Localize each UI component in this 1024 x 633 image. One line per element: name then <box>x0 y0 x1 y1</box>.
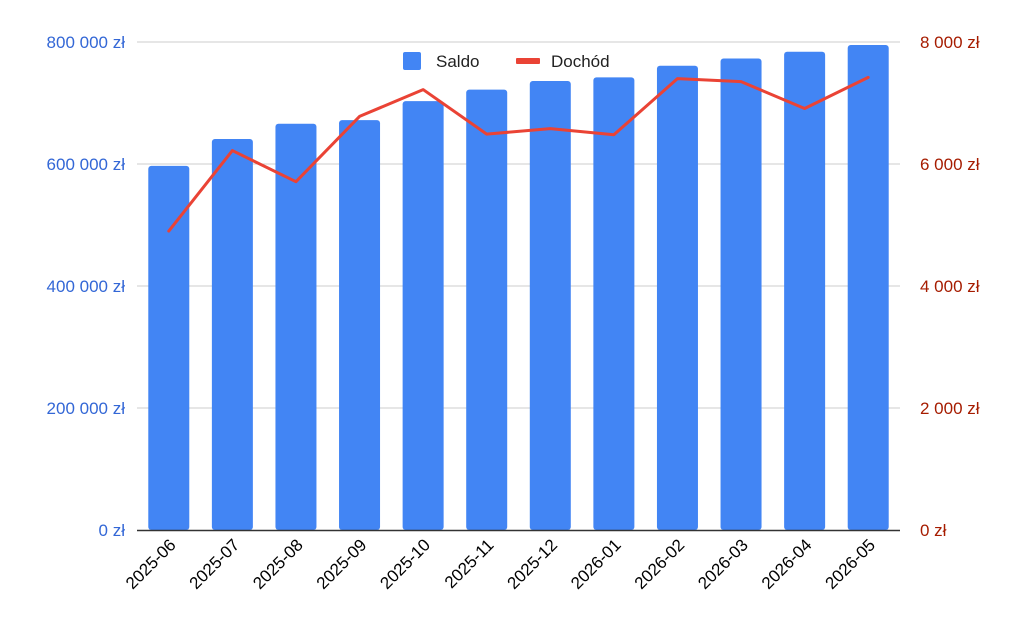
left-tick-label: 600 000 zł <box>47 155 126 174</box>
legend-swatch-dochod <box>516 58 540 64</box>
left-axis-tick-labels: 0 zł 200 000 zł 400 000 zł 600 000 zł 800 00… <box>47 33 126 540</box>
point-dochod-2025-07 <box>231 150 233 152</box>
right-tick-label: 8 000 zł <box>920 33 980 52</box>
left-tick-label: 400 000 zł <box>47 277 126 296</box>
x-tick-label: 2026-05 <box>821 535 879 593</box>
right-axis-tick-labels: 0 zł 2 000 zł 4 000 zł 6 000 zł 8 000 zł <box>920 33 980 540</box>
x-tick-label: 2025-09 <box>313 535 371 593</box>
point-dochod-2026-01 <box>613 134 615 136</box>
bar-saldo-2025-11 <box>466 89 508 530</box>
point-dochod-2025-06 <box>168 230 170 232</box>
point-dochod-2025-10 <box>422 89 424 91</box>
left-tick-label: 200 000 zł <box>47 399 126 418</box>
point-dochod-2026-04 <box>804 107 806 109</box>
point-dochod-2025-12 <box>549 128 551 130</box>
bar-series-saldo <box>148 45 889 531</box>
left-tick-label: 800 000 zł <box>47 33 126 52</box>
x-tick-label: 2025-08 <box>249 535 307 593</box>
x-tick-label: 2026-03 <box>694 535 752 593</box>
point-dochod-2025-09 <box>359 115 361 117</box>
bar-saldo-2026-05 <box>847 45 889 531</box>
bar-saldo-2025-10 <box>402 101 444 531</box>
bar-saldo-2026-04 <box>784 51 826 530</box>
x-tick-label: 2026-01 <box>567 535 625 593</box>
bar-saldo-2025-12 <box>529 81 571 530</box>
bar-saldo-2026-01 <box>593 77 635 530</box>
x-tick-label: 2026-04 <box>758 535 816 593</box>
bar-saldo-2026-02 <box>656 65 698 530</box>
x-tick-label: 2025-10 <box>376 535 434 593</box>
legend-swatch-saldo <box>403 52 421 70</box>
right-tick-label: 2 000 zł <box>920 399 980 418</box>
legend-label-saldo: Saldo <box>436 52 479 71</box>
bar-saldo-2026-03 <box>720 58 762 530</box>
bar-saldo-2025-08 <box>275 123 317 531</box>
point-dochod-2026-03 <box>740 81 742 83</box>
x-tick-label: 2025-07 <box>186 535 244 593</box>
point-dochod-2025-11 <box>486 133 488 135</box>
right-tick-label: 0 zł <box>920 521 947 540</box>
x-tick-label: 2025-12 <box>504 535 562 593</box>
right-tick-label: 6 000 zł <box>920 155 980 174</box>
line-dochod <box>167 75 870 233</box>
x-axis-tick-labels: 2025-06 2025-07 2025-08 2025-09 2025-10 2025-… <box>122 535 879 593</box>
point-dochod-2025-08 <box>295 181 297 183</box>
line-series-dochod <box>167 75 870 233</box>
legend: Saldo Dochód <box>403 52 610 71</box>
bar-saldo-2025-09 <box>339 120 381 530</box>
right-tick-label: 4 000 zł <box>920 277 980 296</box>
legend-label-dochod: Dochód <box>551 52 610 71</box>
gridlines <box>137 41 900 409</box>
x-tick-label: 2026-02 <box>631 535 689 593</box>
x-tick-label: 2025-06 <box>122 535 180 593</box>
x-tick-label: 2025-11 <box>441 535 498 592</box>
point-dochod-2026-02 <box>676 78 678 80</box>
bar-saldo-2025-06 <box>148 165 190 530</box>
point-dochod-2026-05 <box>867 76 869 78</box>
left-tick-label: 0 zł <box>99 521 126 540</box>
bar-saldo-2025-07 <box>211 138 253 531</box>
